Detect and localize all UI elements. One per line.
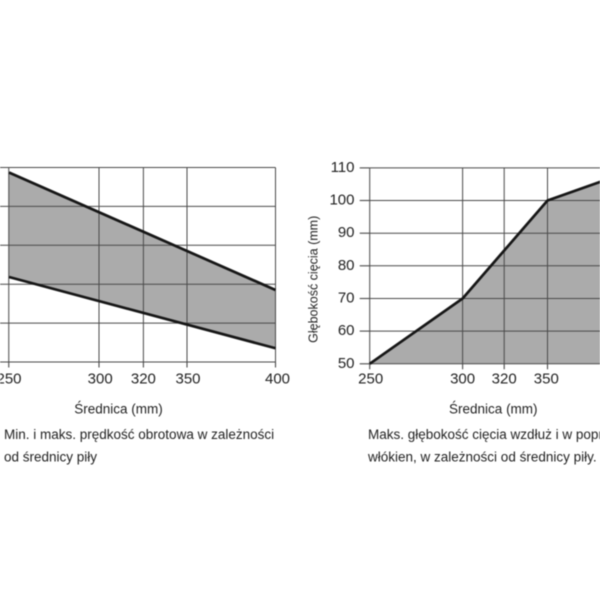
svg-text:od średnicy piły: od średnicy piły: [4, 449, 97, 464]
svg-text:Maks. głębokość cięcia wzdłuż: Maks. głębokość cięcia wzdłuż i w poprze…: [368, 427, 600, 442]
svg-text:350: 350: [534, 370, 559, 387]
svg-text:60: 60: [338, 322, 355, 339]
svg-text:Średnica (mm): Średnica (mm): [449, 402, 538, 417]
svg-text:350: 350: [175, 370, 200, 387]
svg-text:110: 110: [331, 159, 355, 176]
svg-text:50: 50: [338, 355, 355, 372]
svg-text:Głębokość cięcia (mm): Głębokość cięcia (mm): [306, 216, 320, 343]
svg-text:320: 320: [492, 370, 517, 387]
svg-text:70: 70: [338, 290, 355, 307]
svg-text:90: 90: [338, 224, 355, 241]
svg-text:włókien, w zależności od średn: włókien, w zależności od średnicy piły.: [367, 449, 597, 464]
svg-text:400: 400: [265, 370, 290, 387]
svg-text:Średnica (mm): Średnica (mm): [74, 402, 163, 417]
svg-text:300: 300: [88, 370, 113, 387]
svg-text:300: 300: [450, 370, 475, 387]
svg-text:100: 100: [329, 192, 354, 209]
svg-text:Min. i maks. prędkość obrotowa: Min. i maks. prędkość obrotowa w zależno…: [4, 427, 274, 442]
svg-text:250: 250: [358, 370, 383, 387]
svg-text:250: 250: [0, 370, 22, 387]
svg-text:80: 80: [338, 257, 355, 274]
svg-text:320: 320: [131, 370, 156, 387]
